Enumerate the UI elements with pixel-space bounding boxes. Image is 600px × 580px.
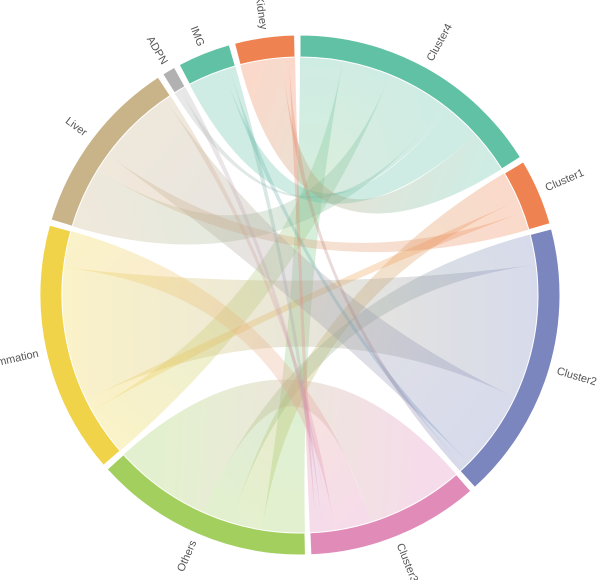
arc-label-others: Others <box>175 538 199 574</box>
arc-label-cluster2: Cluster2 <box>555 365 598 388</box>
arc-label-cluster1: Cluster1 <box>544 167 586 194</box>
arc-label-kidney: Kidney <box>253 0 270 31</box>
arc-label-inflammation: Inflammation <box>0 348 40 374</box>
arc-label-img: IMG <box>188 24 207 48</box>
ribbons <box>62 57 538 533</box>
arc-label-adpn: ADPN <box>144 34 170 66</box>
arc-label-liver: Liver <box>63 115 90 139</box>
chord-diagram: Cluster4 Cluster1 Cluster2 Cluster3 Others In… <box>0 0 600 580</box>
arc-label-cluster4: Cluster4 <box>425 22 455 64</box>
arc-label-cluster3: Cluster3 <box>394 542 420 580</box>
